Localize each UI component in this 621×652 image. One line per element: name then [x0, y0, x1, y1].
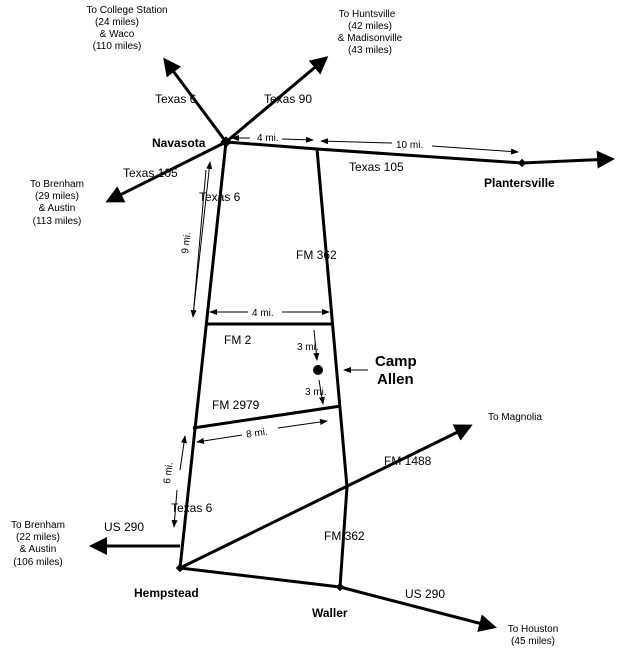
texas-105-east-label: Texas 105 — [349, 160, 404, 174]
dest-houston-1: To Houston — [508, 624, 559, 635]
dest-huntsville-1: To Huntsville — [339, 9, 396, 20]
dim-6mi-down — [171, 489, 178, 528]
plantersville-label: Plantersville — [484, 176, 555, 190]
texas-90-road — [225, 56, 329, 144]
us-290-west-label: US 290 — [104, 520, 144, 534]
dest-huntsville-3: & Madisonville — [338, 33, 403, 44]
dim-8mi-right — [277, 419, 328, 429]
dest-college-station-1: To College Station — [86, 5, 167, 16]
us-290-east-road — [339, 585, 497, 632]
texas-6-label-a: Texas 6 — [199, 190, 241, 204]
texas-6-north-label: Texas 6 — [155, 92, 197, 106]
dest-college-station-3: & Waco — [100, 29, 135, 40]
dim-6mi-up — [179, 435, 187, 471]
camp-allen-label-2: Allen — [377, 371, 414, 388]
camp-allen-label-1: Camp — [375, 353, 417, 370]
dest-college-station-2: (24 miles) — [95, 17, 139, 28]
plantersville-marker — [517, 158, 527, 168]
dest-college-station-4: (110 miles) — [93, 41, 142, 52]
dim-10mi-left — [320, 138, 393, 145]
dest-magnolia: To Magnolia — [488, 412, 542, 423]
dim-3mi-upper — [313, 329, 320, 361]
dist-fm2-camp: 3 mi. — [297, 342, 319, 353]
texas-6-south-road — [178, 141, 228, 569]
dest-brenham-n-3: & Austin — [39, 203, 76, 214]
dim-8mi-left — [196, 434, 243, 444]
dist-camp-fm2979: 3 mi. — [305, 387, 327, 398]
dist-fm2979-hempstead: 6 mi. — [162, 462, 176, 485]
dest-brenham-n-2: (29 miles) — [35, 191, 79, 202]
dest-brenham-s-3: & Austin — [20, 544, 57, 555]
texas-6-label-b: Texas 6 — [171, 501, 213, 515]
fm-362-label-b: FM 362 — [324, 529, 365, 543]
us-290-east-label: US 290 — [405, 587, 445, 601]
waller-marker — [335, 582, 345, 592]
dim-3mi-lower — [318, 379, 325, 405]
dest-huntsville-4: (43 miles) — [348, 45, 392, 56]
dist-nav-fm362: 4 mi. — [257, 133, 279, 144]
dist-nav-fm2: 9 mi. — [180, 232, 194, 255]
hempstead-waller-road — [179, 566, 341, 589]
dest-houston-2: (45 miles) — [511, 636, 555, 647]
dim-9mi-b — [190, 169, 207, 318]
dest-huntsville-2: (42 miles) — [348, 21, 392, 32]
hempstead-label: Hempstead — [134, 586, 199, 600]
dim-10mi-right — [431, 145, 519, 155]
dist-fm2-width: 4 mi. — [252, 308, 274, 319]
navasota-marker — [220, 136, 232, 148]
texas-105-west-road — [105, 140, 227, 203]
texas-105-west-label: Texas 105 — [123, 166, 178, 180]
waller-label: Waller — [312, 606, 348, 620]
dest-brenham-n-1: To Brenham — [30, 179, 84, 190]
fm-2-label: FM 2 — [224, 333, 252, 347]
fm-1488-road — [179, 424, 473, 570]
fm-2979-label: FM 2979 — [212, 398, 260, 412]
dist-fm362-plantersville: 10 mi. — [396, 140, 423, 151]
dest-brenham-s-1: To Brenham — [11, 520, 65, 531]
texas-90-label: Texas 90 — [264, 92, 312, 106]
navasota-label: Navasota — [152, 136, 206, 150]
dest-brenham-s-2: (22 miles) — [16, 532, 60, 543]
dim-4mi-top-right — [281, 136, 314, 143]
dest-brenham-n-4: (113 miles) — [33, 216, 82, 227]
texas-6-north-road — [163, 57, 228, 143]
camp-allen-marker — [313, 365, 323, 375]
fm-362-label-a: FM 362 — [296, 248, 337, 262]
dest-brenham-s-4: (106 miles) — [13, 557, 62, 568]
fm-2979-road — [192, 404, 342, 430]
dist-fm2979-width: 8 mi. — [246, 427, 269, 441]
fm-1488-label: FM 1488 — [384, 454, 432, 468]
texas-105-east-road — [225, 140, 615, 169]
